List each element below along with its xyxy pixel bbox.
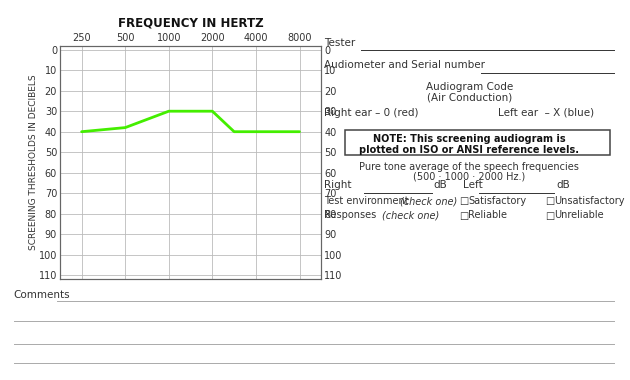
Y-axis label: SCREENING THRESHOLDS IN DECIBELS: SCREENING THRESHOLDS IN DECIBELS <box>28 74 38 250</box>
Text: plotted on ISO or ANSI reference levels.: plotted on ISO or ANSI reference levels. <box>359 145 580 155</box>
Text: dB: dB <box>556 180 570 190</box>
Text: (check one): (check one) <box>382 211 439 220</box>
Text: NOTE: This screening audiogram is: NOTE: This screening audiogram is <box>373 134 566 144</box>
Text: □: □ <box>459 211 468 220</box>
Text: Unsatisfactory: Unsatisfactory <box>554 196 625 206</box>
Text: □: □ <box>459 196 468 206</box>
Title: FREQUENCY IN HERTZ: FREQUENCY IN HERTZ <box>118 16 263 29</box>
Text: Test environment: Test environment <box>324 196 409 206</box>
Text: Comments: Comments <box>14 290 71 300</box>
Text: □: □ <box>545 196 554 206</box>
Text: Right ear – 0 (red): Right ear – 0 (red) <box>324 108 419 118</box>
Text: Audiometer and Serial number: Audiometer and Serial number <box>324 60 486 70</box>
Text: Pure tone average of the speech frequencies: Pure tone average of the speech frequenc… <box>359 162 580 171</box>
Text: (Air Conduction): (Air Conduction) <box>427 93 512 103</box>
Text: (check one): (check one) <box>400 196 457 206</box>
Text: □: □ <box>545 211 554 220</box>
Text: Satisfactory: Satisfactory <box>468 196 526 206</box>
Text: Reliable: Reliable <box>468 211 507 220</box>
Text: (500 · 1000 · 2000 Hz.): (500 · 1000 · 2000 Hz.) <box>413 172 525 182</box>
Text: Responses: Responses <box>324 211 377 220</box>
Text: dB: dB <box>433 180 447 190</box>
Text: Unreliable: Unreliable <box>554 211 604 220</box>
Text: Left ear  – X (blue): Left ear – X (blue) <box>498 108 594 118</box>
Text: Left: Left <box>463 180 483 190</box>
Text: Audiogram Code: Audiogram Code <box>426 82 513 92</box>
Text: Tester: Tester <box>324 38 356 48</box>
Text: Right: Right <box>324 180 352 190</box>
